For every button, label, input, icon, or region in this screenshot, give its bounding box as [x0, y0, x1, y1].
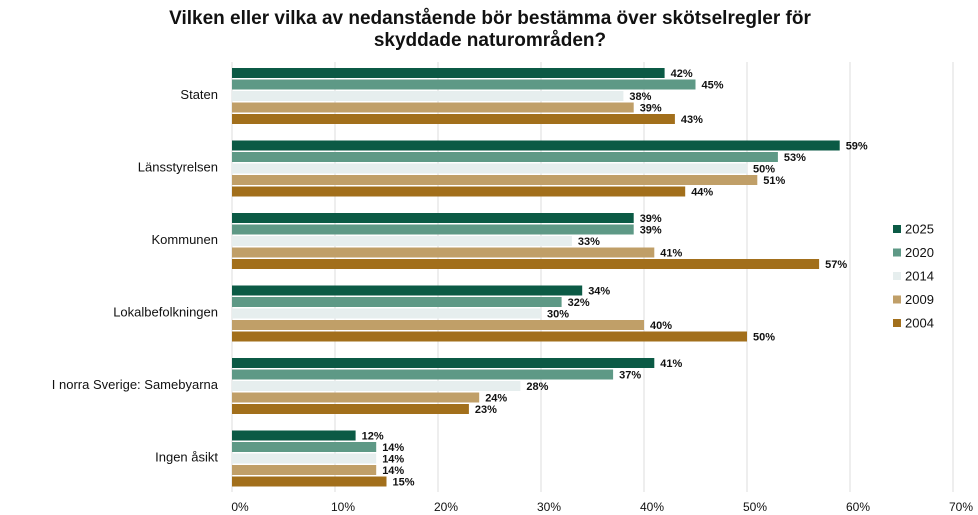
bar	[232, 392, 480, 403]
value-label: 43%	[681, 114, 703, 126]
value-label: 57%	[825, 259, 847, 271]
bar	[232, 285, 583, 296]
category-label: Ingen åsikt	[155, 450, 218, 465]
value-label: 14%	[382, 453, 404, 465]
bar	[232, 331, 747, 342]
legend-swatch	[893, 248, 901, 257]
bar	[232, 175, 758, 185]
bar	[232, 186, 686, 197]
bar	[232, 320, 644, 330]
legend-label: 2009	[905, 292, 934, 307]
bar	[232, 163, 747, 174]
value-label: 42%	[671, 68, 693, 80]
value-label: 39%	[640, 224, 662, 236]
value-label: 41%	[660, 358, 682, 370]
legend-label: 2020	[905, 245, 934, 260]
value-label: 38%	[629, 91, 651, 103]
value-label: 45%	[702, 79, 724, 91]
value-label: 37%	[619, 369, 641, 381]
bar	[232, 236, 572, 246]
bar	[232, 224, 634, 235]
value-label: 51%	[763, 175, 785, 187]
category-label: Kommunen	[152, 232, 218, 247]
chart-title: Vilken eller vilka av nedanstående bör b…	[169, 8, 811, 51]
category-label: Staten	[180, 87, 218, 102]
x-tick-label: 60%	[846, 500, 870, 514]
legend-label: 2004	[905, 315, 934, 330]
value-label: 40%	[650, 320, 672, 332]
bar	[232, 140, 840, 151]
x-tick-label: 40%	[640, 500, 664, 514]
value-label: 44%	[691, 186, 713, 198]
bar	[232, 297, 562, 307]
value-label: 39%	[640, 102, 662, 114]
bar	[232, 442, 377, 452]
bar	[232, 247, 655, 258]
x-tick-label: 10%	[331, 500, 355, 514]
bar	[232, 381, 521, 391]
legend-label: 2014	[905, 268, 934, 283]
legend-swatch	[893, 295, 901, 304]
bar	[232, 91, 624, 101]
value-label: 12%	[362, 430, 384, 442]
x-tick-label: 20%	[434, 500, 458, 514]
x-tick-label: 0%	[231, 500, 249, 514]
bar	[232, 152, 778, 162]
value-label: 53%	[784, 152, 806, 164]
category-label: Länsstyrelsen	[138, 160, 218, 175]
value-label: 14%	[382, 465, 404, 477]
bar	[232, 308, 541, 319]
bar	[232, 465, 377, 475]
category-label: I norra Sverige: Samebyarna	[52, 377, 219, 392]
value-label: 39%	[640, 213, 662, 225]
x-tick-label: 50%	[743, 500, 767, 514]
bar	[232, 430, 356, 441]
category-label: Lokalbefolkningen	[113, 305, 218, 320]
value-label: 14%	[382, 442, 404, 454]
legend-label: 2025	[905, 221, 934, 236]
value-label: 32%	[568, 297, 590, 309]
value-label: 24%	[485, 392, 507, 404]
value-label: 50%	[753, 163, 775, 175]
value-label: 28%	[526, 381, 548, 393]
bar	[232, 79, 696, 90]
bar	[232, 476, 387, 487]
bar	[232, 213, 634, 223]
bar	[232, 358, 655, 368]
value-label: 50%	[753, 331, 775, 343]
bar	[232, 259, 820, 269]
legend-swatch	[893, 319, 901, 327]
bar	[232, 369, 614, 380]
value-label: 59%	[846, 140, 868, 152]
value-label: 15%	[393, 476, 415, 488]
value-label: 34%	[588, 285, 610, 297]
value-label: 30%	[547, 308, 569, 320]
bar	[232, 102, 634, 113]
value-label: 41%	[660, 247, 682, 259]
bar	[232, 453, 377, 464]
bar	[232, 404, 469, 414]
x-tick-label: 30%	[537, 500, 561, 514]
legend-swatch	[893, 272, 901, 280]
x-tick-label: 70%	[949, 500, 973, 514]
value-label: 23%	[475, 404, 497, 416]
bar	[232, 68, 665, 78]
bar	[232, 114, 675, 124]
legend-swatch	[893, 225, 901, 233]
value-label: 33%	[578, 236, 600, 248]
